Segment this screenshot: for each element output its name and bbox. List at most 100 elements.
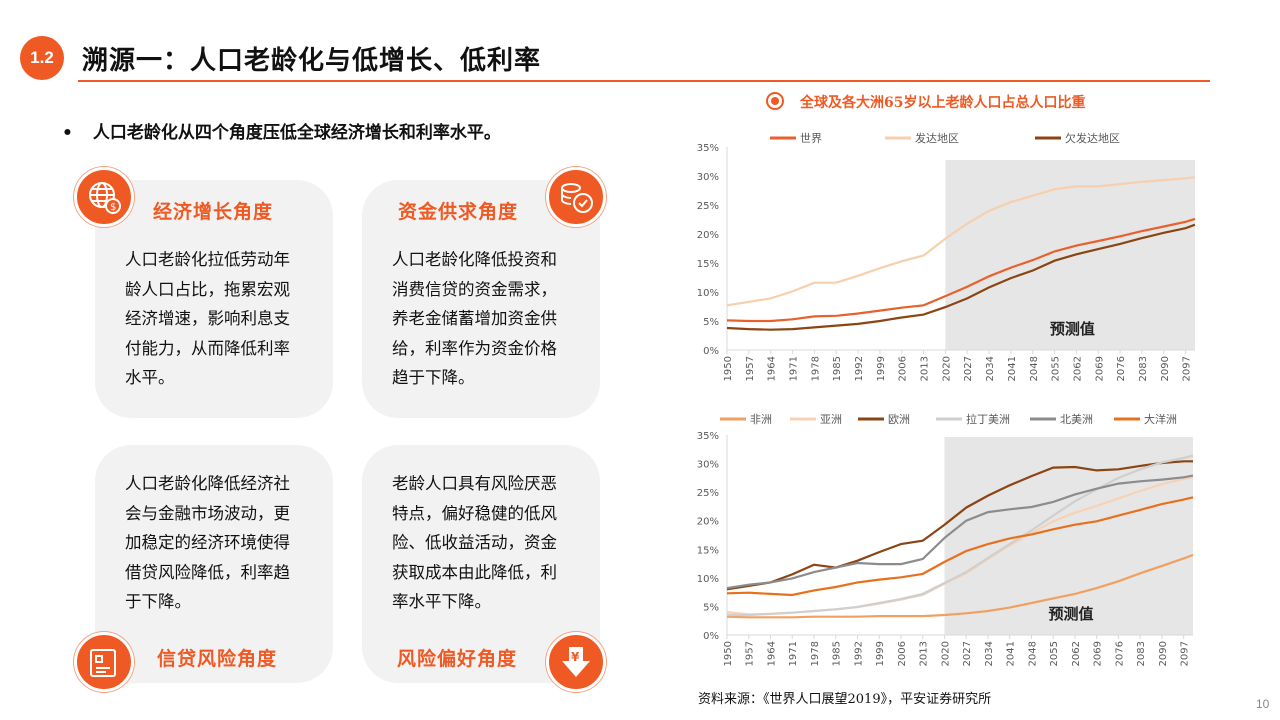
x-tick-label: 1978 bbox=[810, 641, 821, 666]
x-tick-label: 1992 bbox=[853, 641, 864, 666]
x-tick-label: 2020 bbox=[941, 356, 952, 381]
x-tick-label: 2048 bbox=[1027, 641, 1038, 666]
x-tick-label: 1950 bbox=[723, 356, 734, 381]
y-tick-label: 20% bbox=[697, 517, 719, 528]
card-body: 人口老龄化降低投资和 消费信贷的资金需求， 养老金储蓄增加资金供 给，利率作为资金价格… bbox=[392, 245, 582, 393]
y-tick-label: 20% bbox=[697, 230, 719, 241]
x-tick-label: 2069 bbox=[1093, 641, 1104, 666]
series-line-发达地区 bbox=[726, 176, 1196, 307]
legend-label: 大洋洲 bbox=[1144, 412, 1177, 426]
x-tick-label: 1964 bbox=[766, 641, 777, 666]
card-text-line: 经济增速，影响利息支 bbox=[125, 309, 290, 328]
card-text-line: 老龄人口具有风险厌恶 bbox=[392, 474, 557, 493]
source-note: 资料来源：《世界人口展望2019》，平安证券研究所 bbox=[698, 692, 992, 707]
card-label: 风险偏好角度 bbox=[397, 648, 518, 670]
x-tick-label: 2027 bbox=[962, 641, 973, 666]
x-tick-label: 1964 bbox=[767, 356, 778, 381]
y-tick-label: 25% bbox=[697, 201, 719, 212]
x-tick-label: 2062 bbox=[1072, 356, 1083, 381]
card-text-line: 人口老龄化降低投资和 bbox=[392, 250, 557, 269]
x-tick-label: 2097 bbox=[1180, 641, 1191, 666]
card-body: 人口老龄化降低经济社 会与金融市场波动，更 加稳定的经济环境使得 借贷风险降低，利率趋… bbox=[125, 469, 315, 617]
y-tick-label: 5% bbox=[703, 317, 719, 328]
x-tick-label: 2048 bbox=[1029, 356, 1040, 381]
section-badge: 1.2 bbox=[20, 36, 64, 80]
coins-check-icon bbox=[546, 167, 606, 227]
chart-aging-by-development: 0% 5% 10% 15% 20% 25% 30% 35% 1950 1957 1964 1971 19… bbox=[697, 131, 1196, 381]
y-tick-label: 0% bbox=[703, 631, 719, 642]
y-tick-label: 10% bbox=[697, 288, 719, 299]
card-body: 人口老龄化拉低劳动年 龄人口占比，拖累宏观 经济增速，影响利息支 付能力，从而降低利率… bbox=[125, 245, 315, 393]
legend-label: 世界 bbox=[800, 132, 822, 145]
card-text-line: 特点，偏好稳健的低风 bbox=[392, 503, 557, 523]
bullet-text: 人口老龄化从四个角度压低全球经济增长和利率水平。 bbox=[92, 123, 501, 143]
series-line-大洋洲 bbox=[726, 496, 1194, 597]
x-tick-label: 2055 bbox=[1049, 641, 1060, 666]
x-tick-label: 2076 bbox=[1114, 641, 1125, 666]
card-text-line: 会与金融市场波动，更 bbox=[125, 503, 290, 523]
forecast-annotation: 预测值 bbox=[1050, 320, 1095, 338]
x-tick-label: 1971 bbox=[789, 356, 800, 381]
x-tick-label: 2027 bbox=[963, 356, 974, 381]
x-tick-label: 2041 bbox=[1007, 356, 1018, 381]
card-text-line: 水平。 bbox=[125, 368, 175, 387]
card-text-line: 给，利率作为资金价格 bbox=[392, 338, 557, 358]
card-credit-risk: 人口老龄化降低经济社 会与金融市场波动，更 加稳定的经济环境使得 借贷风险降低，利率趋… bbox=[95, 445, 333, 683]
card-text-line: 险、低收益活动，资金 bbox=[392, 533, 557, 552]
card-text-line: 率水平下降。 bbox=[392, 592, 491, 611]
y-tick-label: 15% bbox=[697, 545, 719, 556]
chart-aging-by-continent: 0% 5% 10% 15% 20% 25% 30% 35% 1950 1957 1964 1971 19… bbox=[697, 412, 1194, 666]
legend-label: 发达地区 bbox=[915, 131, 959, 145]
x-tick-label: 2034 bbox=[984, 641, 995, 666]
bullet-point: • 人口老龄化从四个角度压低全球经济增长和利率水平。 bbox=[62, 123, 501, 143]
forecast-region bbox=[944, 437, 1193, 635]
x-tick-label: 2006 bbox=[897, 641, 908, 666]
page-title: 溯源一：人口老龄化与低增长、低利率 bbox=[82, 46, 542, 76]
y-tick-label: 35% bbox=[697, 143, 719, 154]
x-tick-label: 2013 bbox=[919, 641, 930, 666]
card-economic-growth: 人口老龄化拉低劳动年 龄人口占比，拖累宏观 经济增速，影响利息支 付能力，从而降低利率… bbox=[95, 180, 333, 418]
card-text-line: 于下降。 bbox=[125, 592, 191, 611]
x-tick-label: 1985 bbox=[832, 356, 843, 381]
title-divider bbox=[78, 80, 1210, 82]
card-body: 老龄人口具有风险厌恶 特点，偏好稳健的低风 险、低收益活动，资金 获取成本由此降低，利… bbox=[392, 469, 582, 617]
series-line-世界 bbox=[726, 217, 1196, 323]
x-tick-label: 1957 bbox=[745, 641, 756, 666]
chart-section-title: 全球及各大洲65岁以上老龄人口占总人口比重 bbox=[766, 92, 1085, 112]
y-tick-label: 25% bbox=[697, 488, 719, 499]
card-text-line: 养老金储蓄增加资金供 bbox=[392, 309, 557, 328]
x-tick-label: 2090 bbox=[1158, 641, 1169, 666]
x-tick-label: 2090 bbox=[1160, 356, 1171, 381]
chart-section-title-text: 全球及各大洲65岁以上老龄人口占总人口比重 bbox=[800, 95, 1086, 111]
legend-label: 非洲 bbox=[750, 413, 772, 426]
card-label: 经济增长角度 bbox=[153, 201, 274, 223]
card-text-line: 消费信贷的资金需求， bbox=[392, 279, 557, 299]
x-tick-label: 2083 bbox=[1136, 641, 1147, 666]
svg-text:$: $ bbox=[110, 202, 116, 213]
x-tick-label: 2013 bbox=[920, 356, 931, 381]
yuan-down-arrow-icon: ¥ bbox=[546, 632, 606, 692]
card-text-line: 趋于下降。 bbox=[392, 368, 475, 387]
x-tick-label: 1985 bbox=[832, 641, 843, 666]
card-text-line: 借贷风险降低，利率趋 bbox=[125, 562, 290, 582]
x-tick-label: 1971 bbox=[788, 641, 799, 666]
x-tick-label: 2055 bbox=[1051, 356, 1062, 381]
globe-dollar-icon: $ bbox=[74, 167, 134, 227]
forecast-annotation: 预测值 bbox=[1048, 605, 1093, 623]
credit-card-icon bbox=[74, 632, 134, 692]
y-tick-label: 30% bbox=[697, 172, 719, 183]
card-text-line: 人口老龄化拉低劳动年 bbox=[125, 250, 290, 269]
y-tick-label: 35% bbox=[697, 431, 719, 442]
card-label: 信贷风险角度 bbox=[157, 648, 278, 670]
series-line-欠发达地区 bbox=[726, 223, 1196, 331]
x-tick-label: 2006 bbox=[898, 356, 909, 381]
x-tick-label: 1950 bbox=[723, 641, 734, 666]
legend-label: 亚洲 bbox=[820, 413, 842, 426]
x-tick-label: 2083 bbox=[1138, 356, 1149, 381]
x-tick-label: 2034 bbox=[985, 356, 996, 381]
x-tick-label: 1999 bbox=[875, 641, 886, 666]
legend-label: 欧洲 bbox=[888, 413, 910, 426]
y-tick-label: 30% bbox=[697, 460, 719, 471]
legend-label: 北美洲 bbox=[1060, 413, 1093, 426]
x-tick-label: 2076 bbox=[1116, 356, 1127, 381]
